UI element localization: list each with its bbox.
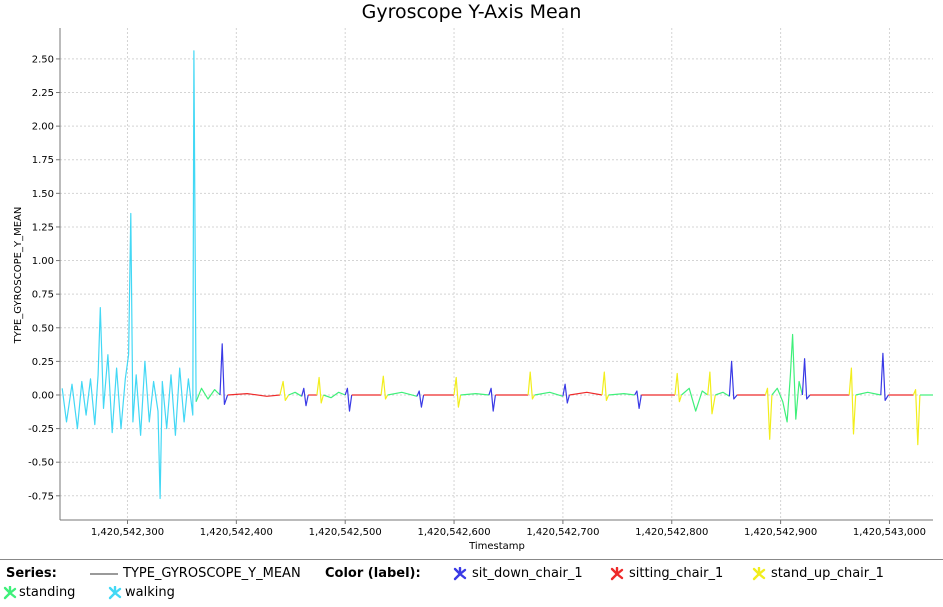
axes: -0.75 -0.50 -0.25 0.00 0.25 0.50 0.75 1.00 1.25 1… (28, 28, 933, 538)
x-tick-label: 1,420,542,600 (417, 527, 490, 538)
plot-area: -0.75 -0.50 -0.25 0.00 0.25 0.50 0.75 1.00 1.25 1… (13, 28, 933, 552)
series-segment-standing (771, 333, 803, 423)
chart-title: Gyroscope Y-Axis Mean (361, 1, 582, 23)
series-segment-stand-up-chair-1 (453, 376, 462, 408)
y-tick-label: 1.50 (32, 189, 54, 200)
legend-color-heading: Color (label): (325, 566, 421, 581)
series-segment-stand-up-chair-1 (316, 376, 324, 404)
series-segment-sit-down-chair-1 (880, 352, 889, 401)
x-tick-label: 1,420,542,500 (309, 527, 382, 538)
legend-label-sitting-chair: sitting_chair_1 (629, 566, 724, 581)
y-tick-label: 1.25 (32, 222, 54, 233)
series-segment-standing (460, 393, 489, 396)
series-segment-sit-down-chair-1 (728, 360, 738, 400)
y-tick-label: -0.25 (28, 424, 54, 435)
series-segment-stand-up-chair-1 (601, 371, 610, 401)
series-segment-standing (855, 391, 881, 396)
sitting-chair-star-icon (610, 567, 624, 581)
series-segment-sitting-chair-1 (227, 393, 280, 397)
legend-label-stand-up-chair: stand_up_chair_1 (771, 566, 884, 581)
y-tick-label: 0.75 (32, 290, 54, 301)
series-segment-standing (195, 387, 221, 402)
series-segment-standing (534, 391, 564, 397)
y-tick-label: 1.00 (32, 256, 54, 267)
series-segment-sit-down-chair-1 (801, 358, 811, 400)
series-segment-stand-up-chair-1 (912, 389, 921, 446)
series-segment-sit-down-chair-1 (301, 387, 309, 407)
standing-star-icon (3, 586, 17, 600)
series-segment-stand-up-chair-1 (848, 367, 857, 435)
series-segment-stand-up-chair-1 (527, 371, 536, 400)
legend-label-walking: walking (125, 585, 175, 600)
series-segment-sit-down-chair-1 (634, 390, 642, 409)
series-segment-stand-up-chair-1 (279, 380, 290, 401)
y-tick-label: -0.50 (28, 458, 54, 469)
y-tick-label: 0.50 (32, 323, 54, 334)
x-tick-label: 1,420,542,800 (635, 527, 708, 538)
x-tick-label: 1,420,542,400 (200, 527, 273, 538)
series-segment-sitting-chair-1 (569, 391, 603, 396)
series-segment-standing (715, 391, 730, 397)
series-segment-standing (323, 391, 346, 399)
y-tick-label: 2.00 (32, 122, 54, 133)
series-segment-sit-down-chair-1 (416, 390, 425, 408)
series-segment-sit-down-chair-1 (219, 343, 229, 405)
grid-lines (60, 28, 933, 520)
series-segment-standing (288, 391, 303, 397)
stand-up-chair-star-icon (752, 567, 766, 581)
y-tick-label: 0.00 (32, 390, 54, 401)
legend-label-sit-down-chair: sit_down_chair_1 (472, 566, 583, 581)
legend-label-standing: standing (19, 585, 76, 600)
series-segment-stand-up-chair-1 (674, 372, 683, 403)
y-tick-label: 1.75 (32, 155, 54, 166)
legend: Series: TYPE_GYROSCOPE_Y_MEAN Color (lab… (0, 559, 943, 607)
series-segment-standing (681, 387, 709, 412)
y-tick-label: 2.50 (32, 54, 54, 65)
series-segment-sit-down-chair-1 (488, 387, 496, 412)
series-segment-stand-up-chair-1 (380, 375, 389, 400)
series-segment-stand-up-chair-1 (764, 387, 773, 440)
x-tick-label: 1,420,542,900 (744, 527, 817, 538)
y-tick-label: 2.25 (32, 88, 54, 99)
y-tick-label: 0.25 (32, 357, 54, 368)
walking-star-icon (108, 586, 122, 600)
legend-series-heading: Series: (6, 566, 57, 581)
x-tick-label: 1,420,542,300 (91, 527, 164, 538)
series-segment-walking (61, 50, 197, 500)
x-tick-label: 1,420,542,700 (526, 527, 599, 538)
x-tick-label: 1,420,543,000 (853, 527, 926, 538)
legend-series-name: TYPE_GYROSCOPE_Y_MEAN (123, 566, 301, 581)
y-axis-label: TYPE_GYROSCOPE_Y_MEAN (13, 207, 24, 345)
x-axis-label: Timestamp (468, 541, 525, 552)
series-segment-sit-down-chair-1 (562, 383, 570, 404)
series-segment-stand-up-chair-1 (707, 371, 716, 415)
data-lines (61, 50, 933, 500)
sit-down-chair-star-icon (453, 567, 467, 581)
series-segment-standing (608, 393, 635, 396)
series-segment-standing (387, 391, 418, 397)
y-tick-label: -0.75 (28, 491, 54, 502)
series-segment-sit-down-chair-1 (344, 387, 353, 412)
legend-series-line-icon (90, 573, 118, 575)
